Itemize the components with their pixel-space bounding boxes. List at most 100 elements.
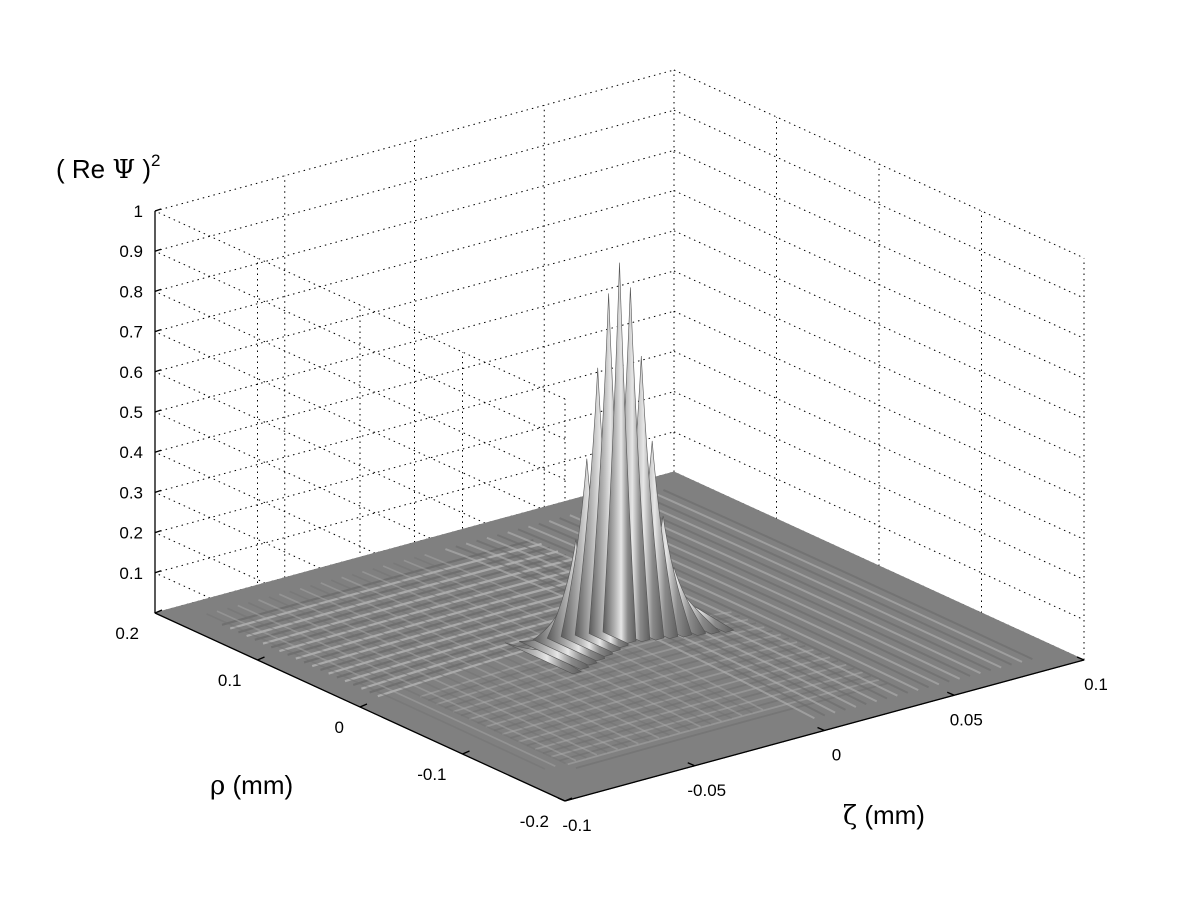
ripple: [341, 576, 681, 734]
z-tick-label: 0.2: [119, 524, 143, 543]
surface: [153, 262, 1086, 802]
ripple: [501, 648, 814, 736]
rho-axis-label: ρ (mm): [210, 770, 293, 801]
z-tick: [154, 208, 162, 212]
ripple: [452, 626, 765, 713]
rho-tick: [359, 703, 368, 708]
grid-line: [673, 109, 1085, 299]
tick-labels: 0.10.20.30.40.50.60.70.80.910.20.10-0.1-…: [115, 202, 1107, 835]
ripple: [642, 494, 1013, 666]
z-axis-label: ( Re Ψ )2: [56, 151, 161, 185]
zeta-axis-label: ζ (mm): [843, 800, 925, 831]
grid-line: [673, 149, 1085, 339]
ripple: [436, 618, 749, 706]
rho-tick: [154, 609, 163, 614]
ripple: [559, 675, 872, 762]
z-tick: [154, 570, 162, 574]
ripple: [662, 488, 1033, 661]
z-tick: [154, 248, 162, 252]
ripple: [477, 637, 790, 724]
rho-tick: [462, 750, 470, 755]
z-tick-label: 1: [134, 202, 143, 221]
rho-tick-label: 0.2: [115, 624, 139, 643]
ripple: [206, 613, 546, 770]
grid-line: [154, 109, 675, 252]
ripple: [526, 660, 839, 747]
z-tick: [154, 328, 162, 333]
grid-line: [673, 431, 1085, 621]
zeta-tick-label: -0.1: [562, 816, 591, 835]
ripple: [631, 497, 1002, 669]
ripple: [542, 667, 855, 754]
z-tick: [154, 529, 162, 534]
ripple: [330, 579, 670, 736]
ripple: [567, 678, 880, 766]
ripple: [469, 633, 781, 721]
ripple: [268, 596, 608, 753]
rho-tick: [564, 797, 573, 802]
z-tick: [154, 489, 162, 494]
rho-tick-label: 0.1: [218, 671, 242, 690]
ripple: [460, 630, 773, 717]
zeta-tick-label: 0.05: [950, 710, 983, 729]
surface-ridge: [602, 262, 637, 644]
ripple: [575, 682, 888, 769]
ripple: [485, 641, 798, 728]
ripple: [621, 500, 992, 672]
ripple: [289, 590, 629, 748]
z-tick-label: 0.1: [119, 564, 143, 583]
zeta-tick: [817, 726, 825, 732]
grid-line: [154, 411, 566, 601]
rho-tick-label: -0.1: [417, 765, 446, 784]
z-tick-label: 0.8: [119, 282, 143, 301]
z-tick-label: 0.5: [119, 403, 143, 422]
grid-line: [673, 270, 1085, 460]
grid-line: [154, 290, 566, 480]
ripple: [278, 593, 618, 751]
z-tick-label: 0.7: [119, 323, 143, 342]
z-tick-label: 0.3: [119, 483, 143, 502]
ripple: [510, 652, 822, 739]
ripple: [258, 599, 598, 756]
zeta-tick: [946, 691, 955, 696]
z-tick: [154, 369, 162, 373]
ripple: [444, 622, 757, 709]
ripple: [320, 582, 660, 739]
z-tick-label: 0.9: [119, 242, 143, 261]
zeta-tick-label: 0: [832, 746, 841, 765]
grid-line: [673, 230, 1085, 420]
ripple: [299, 587, 639, 745]
rho-tick: [257, 656, 265, 661]
ripple: [534, 663, 847, 751]
ripple: [221, 539, 534, 626]
rho-tick-label: 0: [335, 718, 344, 737]
grid-line: [154, 250, 566, 440]
ripple: [518, 656, 831, 743]
z-tick-label: 0.6: [119, 363, 143, 382]
ripple: [216, 610, 556, 767]
ripple: [237, 604, 577, 762]
grid-line: [673, 350, 1085, 540]
z-tick: [154, 288, 162, 293]
rho-tick-label: -0.2: [520, 812, 549, 831]
ripple: [528, 525, 898, 697]
grid-line: [154, 230, 675, 373]
z-tick: [154, 449, 162, 453]
zeta-tick: [557, 797, 566, 802]
zeta-tick-label: 0.1: [1084, 675, 1108, 694]
z-tick-label: 0.4: [119, 443, 143, 462]
grid-line: [154, 149, 675, 292]
ripple: [551, 671, 863, 758]
zeta-tick: [1076, 656, 1085, 661]
zeta-tick: [687, 762, 696, 767]
grid-line: [154, 270, 675, 413]
grid-line: [154, 371, 566, 561]
z-tick: [154, 409, 162, 413]
ripple: [247, 601, 587, 759]
zeta-tick-label: -0.05: [687, 781, 726, 800]
grid-line: [673, 391, 1085, 581]
ripple: [227, 607, 566, 765]
ripple: [652, 491, 1023, 663]
ripple: [493, 645, 806, 732]
